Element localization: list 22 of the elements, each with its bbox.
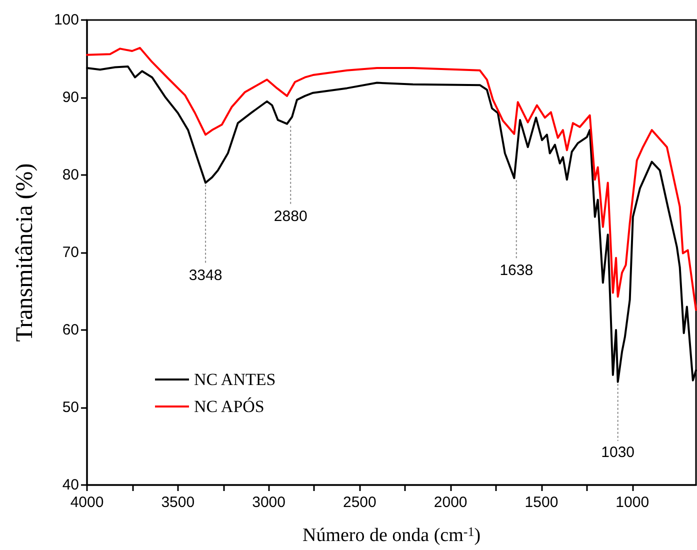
legend-label: NC APÓS [194, 397, 264, 416]
x-tick-label: 1000 [616, 494, 650, 511]
x-tick-label: 1500 [524, 494, 558, 511]
y-tick-label: 50 [62, 399, 79, 416]
legend-label: NC ANTES [194, 370, 276, 389]
annotation: 3348 [188, 266, 222, 284]
y-tick-label: 90 [62, 89, 79, 106]
x-tick-label: 2000 [434, 494, 468, 511]
x-tick-label: 2500 [343, 494, 376, 511]
annotation: 1638 [500, 262, 534, 280]
y-tick-label: 100 [54, 12, 79, 28]
x-tick-label: 4000 [70, 494, 104, 511]
x-tick-label: 3500 [161, 494, 195, 511]
annotation: 1030 [601, 444, 635, 461]
y-tick-label: 40 [62, 476, 79, 494]
y-axis-title: Transmitância (%) [12, 163, 38, 342]
annotation: 2880 [274, 208, 308, 225]
x-tick-label: 3000 [252, 494, 286, 511]
line-series [86, 46, 697, 311]
y-tick-label: 80 [62, 166, 79, 184]
y-tick-label: 70 [62, 244, 79, 261]
y-tick-label: 60 [62, 322, 79, 338]
